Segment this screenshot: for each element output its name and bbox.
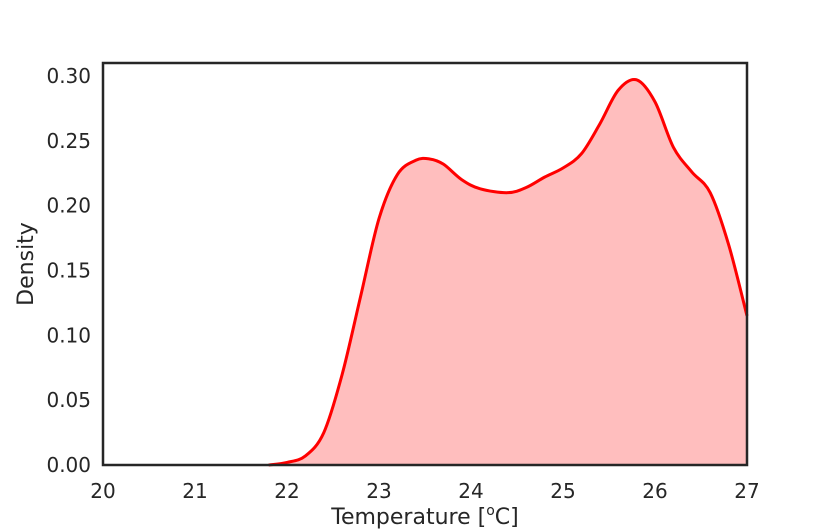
x-tick-label: 20 <box>90 479 115 503</box>
x-tick-label: 27 <box>734 479 759 503</box>
y-tick-label: 0.15 <box>46 258 91 282</box>
x-tick-label: 26 <box>642 479 667 503</box>
y-axis-label: Density <box>14 222 39 306</box>
y-tick-label: 0.20 <box>46 194 91 218</box>
density-curve-line <box>268 77 749 467</box>
density-area-fill <box>268 79 747 466</box>
x-tick-label: 22 <box>274 479 299 503</box>
x-tick-label: 25 <box>550 479 575 503</box>
y-tick-label: 0.10 <box>46 323 91 347</box>
plot-area <box>268 77 749 467</box>
y-tick-label: 0.00 <box>46 453 91 477</box>
x-tick-label: 24 <box>458 479 483 503</box>
x-axis-label: Temperature [oC] <box>330 503 518 530</box>
y-tick-label: 0.25 <box>46 129 91 153</box>
y-axis-ticks: 0.00 0.05 0.10 0.15 0.20 0.25 0.30 <box>46 64 91 477</box>
y-tick-label: 0.30 <box>46 64 91 88</box>
x-tick-label: 21 <box>182 479 207 503</box>
x-axis-ticks: 20 21 22 23 24 25 26 27 <box>90 479 759 503</box>
x-tick-label: 23 <box>366 479 391 503</box>
y-tick-label: 0.05 <box>46 388 91 412</box>
plot-frame <box>101 61 749 467</box>
